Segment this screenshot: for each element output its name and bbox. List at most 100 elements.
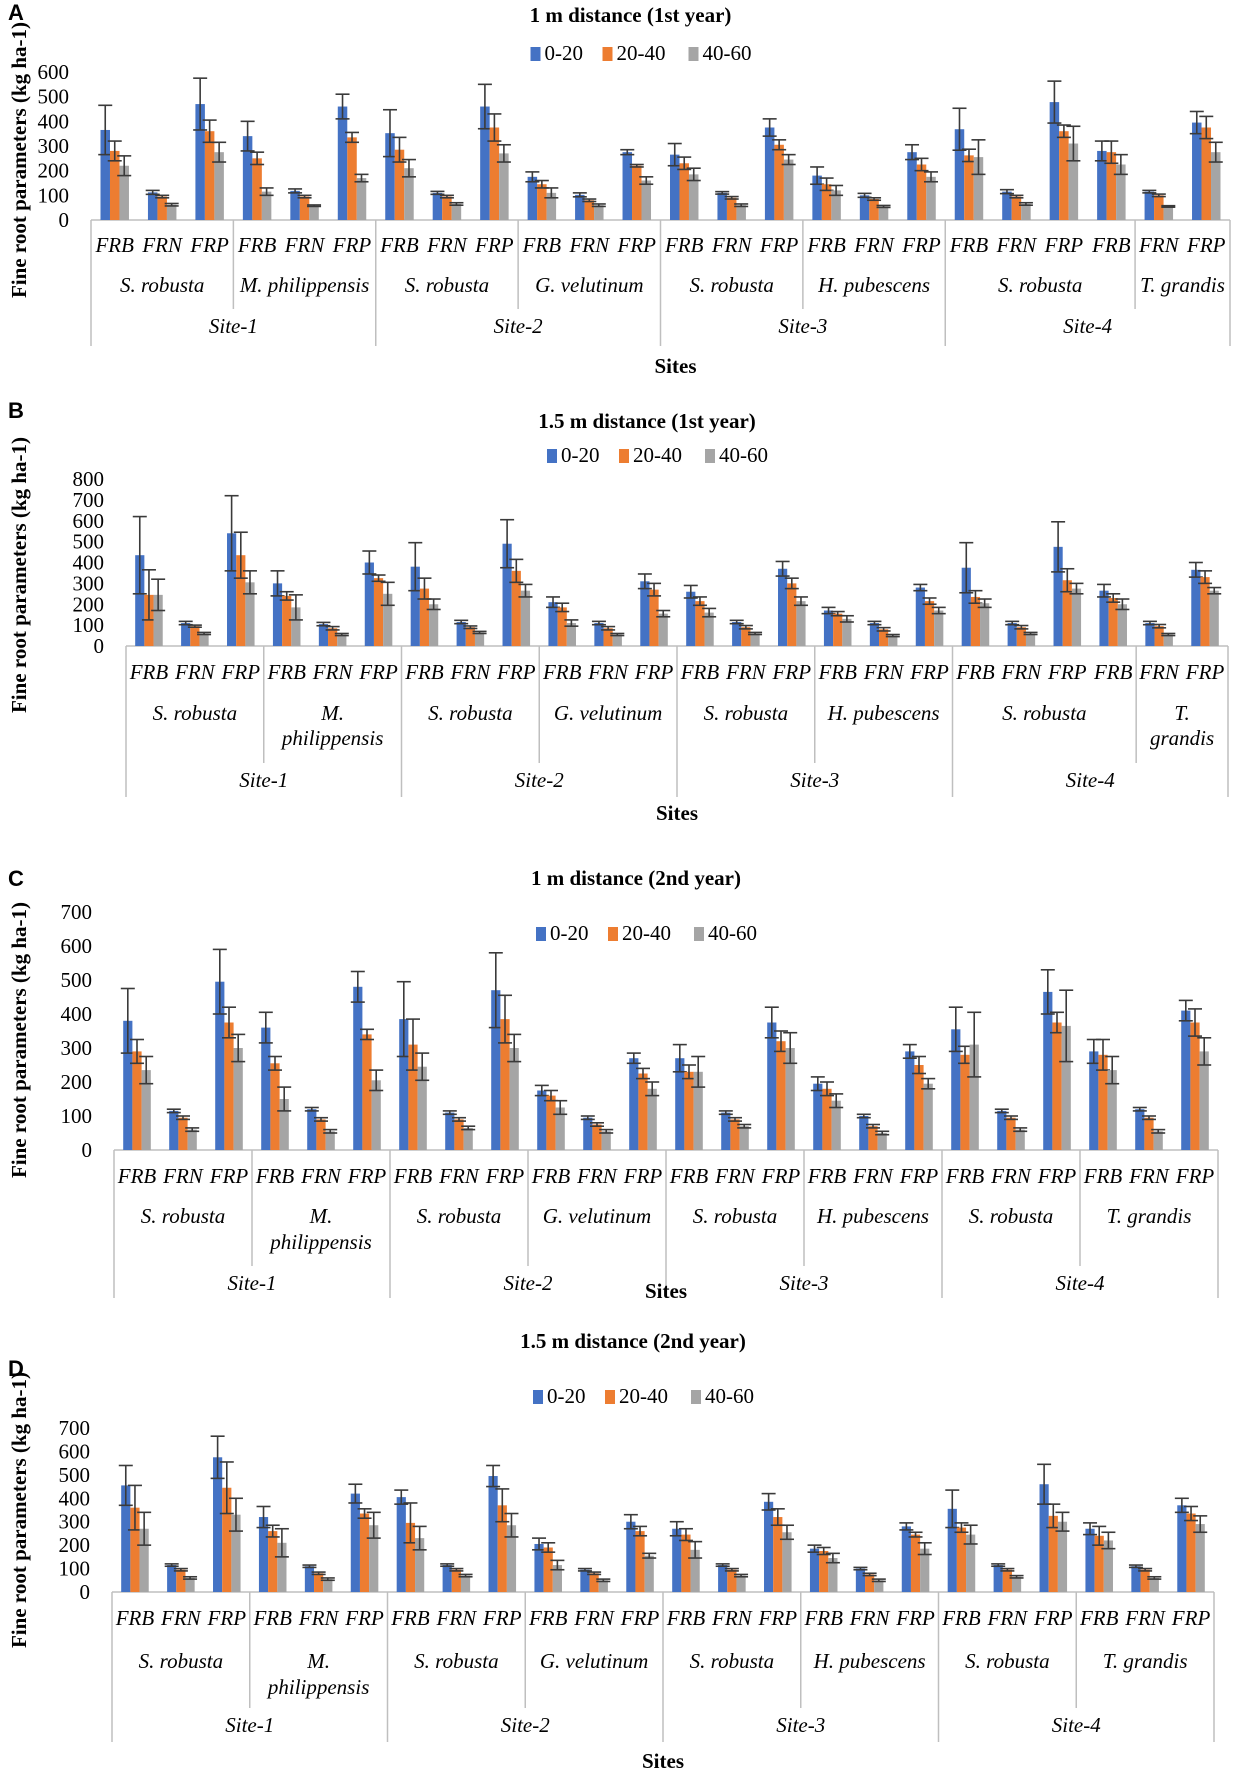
bar (969, 1044, 979, 1150)
bar (489, 127, 500, 220)
species-label: philippensis (280, 726, 384, 750)
panel-label: C (8, 866, 24, 891)
species-label: S. robusta (414, 1649, 498, 1673)
bar (1186, 1513, 1196, 1592)
x-tick-label: FRP (207, 1606, 247, 1630)
bar (396, 1497, 406, 1592)
species-label: M. (309, 1204, 333, 1228)
bar (865, 1574, 875, 1592)
bar (1007, 623, 1017, 646)
bar (555, 1107, 565, 1150)
y-tick-label: 400 (59, 1486, 91, 1510)
x-tick-label: FRP (496, 660, 536, 684)
bar (584, 200, 595, 220)
bar (1106, 152, 1117, 220)
bar (813, 1083, 823, 1150)
bar (1209, 590, 1219, 646)
legend-label: 40-60 (703, 41, 752, 65)
y-tick-label: 100 (73, 613, 105, 637)
x-tick-label: FRB (129, 660, 169, 684)
bar (960, 1054, 970, 1150)
bar (362, 1034, 372, 1150)
species-label: S. robusta (120, 273, 204, 297)
y-tick-label: 300 (38, 134, 70, 158)
bar (622, 152, 633, 220)
x-tick-label: FRP (1033, 1606, 1073, 1630)
bar (717, 192, 727, 220)
bar (261, 191, 272, 220)
bar (364, 562, 374, 646)
x-axis-title: Sites (645, 1279, 687, 1303)
bar (204, 131, 215, 220)
bar (224, 1022, 234, 1150)
y-tick-label: 400 (38, 109, 70, 133)
bar (1059, 131, 1069, 220)
bar (337, 106, 348, 220)
bar (566, 623, 576, 646)
bar (419, 588, 430, 646)
species-label: S. robusta (153, 701, 237, 725)
legend-swatch (608, 927, 618, 941)
bar (534, 1543, 544, 1592)
bar (552, 1565, 562, 1592)
bar (451, 1569, 461, 1592)
bar (1200, 577, 1210, 646)
bar (1191, 569, 1201, 646)
legend-item: 40-60 (688, 41, 752, 65)
x-tick-label: FRB (115, 1606, 155, 1630)
legend-item: 20-40 (608, 921, 671, 945)
bar (1002, 1569, 1012, 1592)
bar (783, 159, 794, 220)
x-tick-label: FRB (528, 1606, 568, 1630)
bar (195, 104, 205, 220)
bar (686, 591, 696, 646)
panel-c: C 1 m distance (2nd year) 0-20 20-40 40-60 Fi… (7, 866, 1219, 1303)
bar (245, 582, 255, 646)
bar (1199, 1051, 1209, 1150)
bar (589, 1573, 599, 1592)
x-tick-label: FRP (617, 233, 657, 257)
species-label: G. velutinum (554, 701, 662, 725)
bar (1099, 590, 1109, 646)
bar (272, 583, 283, 646)
bar (726, 197, 737, 220)
bar (153, 594, 163, 646)
bar (750, 633, 760, 646)
panel-d: D 1.5 m distance (2nd year) 0-20 20-40 40-60… (7, 1329, 1215, 1772)
bar (268, 1531, 278, 1592)
x-tick-label: FRN (852, 1164, 894, 1188)
bar (1163, 634, 1173, 646)
bar (956, 1527, 967, 1592)
x-tick-label: FRP (482, 1606, 522, 1630)
bar (774, 144, 784, 220)
bar (169, 1110, 179, 1150)
bar (741, 627, 751, 646)
bar (1006, 1117, 1016, 1150)
bar (1016, 627, 1026, 646)
y-tick-label: 600 (59, 1439, 91, 1463)
bar (227, 533, 237, 646)
bar (914, 1065, 924, 1150)
legend-item: 0-20 (530, 41, 583, 65)
bar (1103, 1540, 1113, 1592)
panel-b: B 1.5 m distance (1st year) 0-20 20-40 40-60… (7, 398, 1229, 825)
x-tick-label: FRB (1079, 1606, 1119, 1630)
chart-title: 1 m distance (1st year) (530, 3, 732, 27)
bar (859, 1116, 869, 1150)
bar (1149, 1577, 1159, 1592)
species-label: S. robusta (693, 1204, 777, 1228)
legend-swatch (705, 449, 715, 463)
legend-swatch (619, 449, 629, 463)
bar (187, 1129, 197, 1150)
legend-item: 40-60 (694, 921, 757, 945)
bar (675, 1058, 685, 1150)
x-tick-label: FRN (160, 1606, 202, 1630)
y-tick-label: 800 (73, 467, 105, 491)
site-label: Site-2 (501, 1713, 550, 1737)
bar (451, 203, 462, 220)
bar (270, 1063, 280, 1150)
bar (1061, 1025, 1071, 1150)
legend-label: 0-20 (561, 443, 600, 467)
x-tick-label: FRB (803, 1606, 843, 1630)
x-tick-label: FRP (901, 233, 941, 257)
